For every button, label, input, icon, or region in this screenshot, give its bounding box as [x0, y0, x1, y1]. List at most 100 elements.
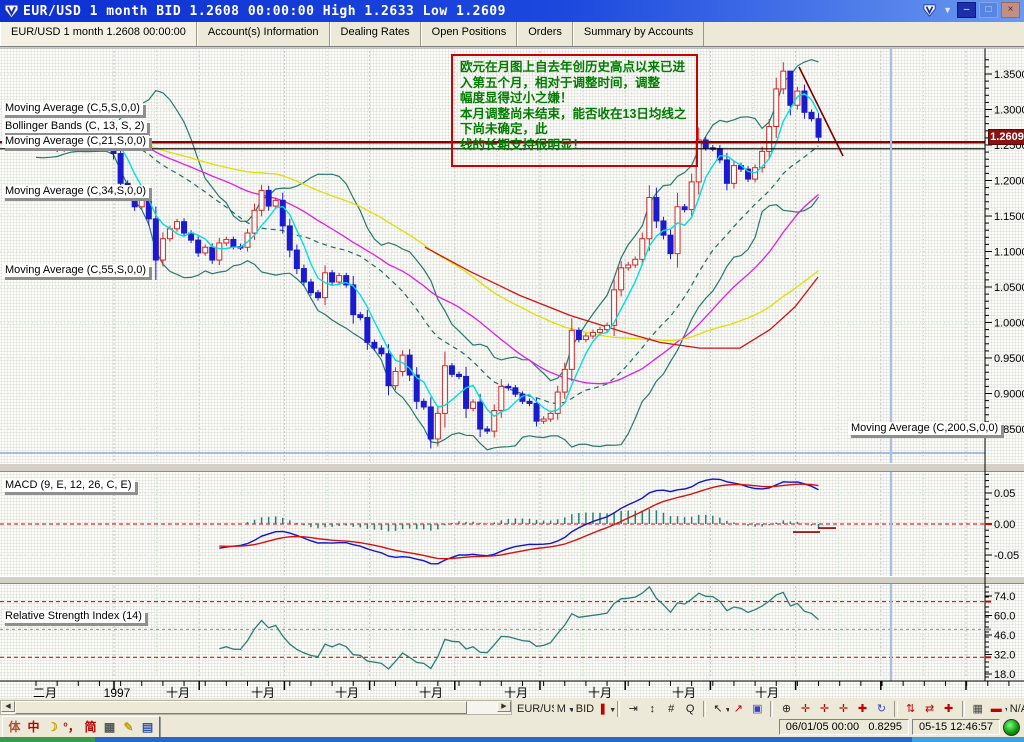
ime-tools-icon[interactable]: ✎: [123, 720, 134, 734]
svg-text:0.00: 0.00: [994, 519, 1015, 531]
cursor-price: 0.8295: [868, 721, 902, 733]
toolbar-separator: [617, 701, 621, 717]
scrollbar-thumb[interactable]: [15, 701, 467, 714]
line-style-dropdown[interactable]: ▬▼: [987, 700, 1011, 718]
ime-mode-chinese-icon[interactable]: 中: [27, 720, 40, 734]
svg-text:1.1500: 1.1500: [994, 211, 1024, 223]
close-button[interactable]: ×: [1001, 2, 1020, 18]
cursor-datetime: 06/01/05 00:00: [785, 721, 860, 733]
svg-text:60.0: 60.0: [994, 611, 1015, 623]
goto-latest-button[interactable]: ⇥: [624, 700, 643, 718]
annotation-box[interactable]: 欧元在月图上自去年创历史高点以来已进 入第五个月，相对于调整时间，调整 幅度显得过小…: [451, 54, 698, 167]
indicator-label[interactable]: MACD (9, E, 12, 26, C, E): [2, 479, 135, 492]
current-price-tag: 1.2609: [988, 129, 1024, 145]
grid-toggle-button[interactable]: #: [662, 700, 681, 718]
indicator-dialog-button[interactable]: ▦: [968, 700, 987, 718]
scroll-right-arrow[interactable]: ▶: [497, 701, 511, 712]
annotation-line: 本月调整尚未结束，能否收在13日均线之: [460, 106, 687, 121]
taskbar-strip-light: [912, 737, 1024, 742]
annotation-line: 下尚未确定，此: [460, 122, 548, 136]
expand-all-button[interactable]: ✚: [939, 700, 958, 718]
indicator-label[interactable]: Moving Average (C,200,S,0,0): [848, 422, 1002, 435]
scroll-left-arrow[interactable]: ◀: [1, 701, 15, 712]
expand-horizontal-button[interactable]: ⇄: [920, 700, 939, 718]
connection-status-led: [1003, 718, 1020, 736]
ime-simplified-icon[interactable]: 简: [84, 720, 97, 734]
indicator-label[interactable]: Relative Strength Index (14): [2, 610, 145, 623]
zoom-in-button[interactable]: ⊕: [777, 700, 796, 718]
title-bar: EUR/USD 1 month BID 1.2608 00:00:00 High…: [0, 0, 1024, 22]
quote-window-button[interactable]: Q: [681, 700, 700, 718]
svg-text:十月: 十月: [755, 686, 779, 700]
price-side-dropdown[interactable]: BID▼: [572, 700, 603, 718]
ime-keyboard-icon[interactable]: ▦: [103, 720, 116, 734]
svg-text:1.3500: 1.3500: [994, 69, 1024, 81]
vertical-cursor-button[interactable]: ✛: [815, 700, 834, 718]
indicator-label[interactable]: Moving Average (C,34,S,0,0): [2, 185, 150, 198]
crosshair-button[interactable]: ✛: [796, 700, 815, 718]
annotation-line: 幅度显得过小之嫌！: [460, 91, 573, 105]
fit-vertical-button[interactable]: ↕: [643, 700, 662, 718]
dropdown-arrow-icon: ▼: [567, 707, 575, 714]
restore-button[interactable]: □: [979, 2, 998, 18]
ime-punctuation-icon[interactable]: °，: [63, 720, 80, 734]
svg-text:十月: 十月: [419, 686, 443, 700]
scrollbar-track[interactable]: [467, 701, 497, 714]
minimize-button[interactable]: –: [957, 2, 976, 18]
tab-chart[interactable]: EUR/USD 1 month 1.2608 00:00:00: [0, 22, 197, 46]
tab-open-positions[interactable]: Open Positions: [420, 22, 518, 46]
chart-area[interactable]: 1.35001.30001.25001.20001.15001.10001.05…: [0, 46, 1024, 701]
toolbar-separator: [703, 701, 707, 717]
na-dropdown[interactable]: N/A▼: [1006, 700, 1024, 718]
indicator-label[interactable]: Moving Average (C,55,S,0,0): [2, 264, 150, 277]
ime-logo-icon[interactable]: 体: [8, 720, 21, 734]
annotation-line: 线的长期支持很明显！: [460, 137, 586, 152]
ime-toolbar: 体中 ☽ °， 简 ▦ ✎ ▤: [2, 716, 160, 738]
toolbar-separator: [961, 701, 965, 717]
indicator-label[interactable]: Moving Average (C,5,S,0,0): [2, 102, 143, 115]
child-window-icon: [923, 3, 936, 17]
symbol-dropdown[interactable]: EUR/USD▼: [514, 700, 575, 718]
toolbar-separator: [894, 701, 898, 717]
tab-account-s-information[interactable]: Account(s) Information: [196, 22, 330, 46]
svg-text:1.1000: 1.1000: [994, 247, 1024, 259]
horizontal-cursor-button[interactable]: ✛: [834, 700, 853, 718]
axis-cross-button[interactable]: ✚: [853, 700, 872, 718]
svg-text:0.05: 0.05: [994, 488, 1015, 500]
chart-type-dropdown[interactable]: ❚ ▼: [595, 700, 616, 718]
bottom-bar: ◀ ▶ EUR/USD▼M▼BID▼❚▼⇥↕#Q↖▼↗▣⊕✛✛✛✚↻⇅⇄✚▦▬▼…: [0, 698, 1024, 738]
toolbar-separator: [770, 701, 774, 717]
svg-text:46.0: 46.0: [994, 630, 1015, 642]
svg-text:十月: 十月: [166, 686, 190, 700]
window-layout-button[interactable]: ▣: [748, 700, 767, 718]
svg-text:十月: 十月: [672, 686, 696, 700]
svg-text:18.0: 18.0: [994, 669, 1015, 681]
ime-halfmoon-icon[interactable]: ☽: [47, 720, 58, 734]
indicator-label[interactable]: Bollinger Bands (C, 13, S, 2): [2, 120, 148, 133]
period-dropdown[interactable]: M ▼: [553, 700, 575, 718]
cursor-mode-dropdown[interactable]: ↖ ▼: [710, 700, 731, 718]
taskbar-strip-green: [0, 737, 95, 742]
clock-cell: 05-15 12:46:57: [911, 719, 1000, 735]
tab-dealing-rates[interactable]: Dealing Rates: [329, 22, 421, 46]
refresh-button[interactable]: ↻: [872, 700, 891, 718]
svg-text:十月: 十月: [504, 686, 528, 700]
svg-text:十月: 十月: [335, 686, 359, 700]
ime-pad-icon[interactable]: ▤: [141, 720, 154, 734]
svg-text:1.2000: 1.2000: [994, 176, 1024, 188]
expand-vertical-button[interactable]: ⇅: [901, 700, 920, 718]
annotation-line: 入第五个月，相对于调整时间，调整: [460, 75, 661, 90]
tab-summary-by-accounts[interactable]: Summary by Accounts: [572, 22, 705, 46]
svg-text:32.0: 32.0: [994, 650, 1015, 662]
draw-pointer-button[interactable]: ↗: [729, 700, 748, 718]
dropdown-arrow-icon: ▼: [724, 707, 732, 714]
indicator-label[interactable]: Moving Average (C,21,S,0,0): [2, 135, 150, 148]
horizontal-scrollbar[interactable]: ◀ ▶: [0, 700, 512, 715]
tab-orders[interactable]: Orders: [517, 22, 573, 46]
window-menu-chevron[interactable]: ▼: [943, 5, 952, 15]
